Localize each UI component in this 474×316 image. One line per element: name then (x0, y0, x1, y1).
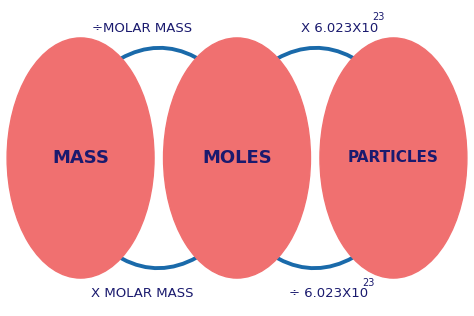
Text: 23: 23 (363, 278, 375, 288)
Text: X 6.023X10: X 6.023X10 (301, 22, 378, 35)
Text: MASS: MASS (52, 149, 109, 167)
FancyArrowPatch shape (85, 226, 235, 268)
Text: MOLES: MOLES (202, 149, 272, 167)
Text: ÷ 6.023X10: ÷ 6.023X10 (289, 287, 368, 301)
Text: PARTICLES: PARTICLES (348, 150, 439, 166)
FancyArrowPatch shape (242, 226, 392, 268)
Ellipse shape (7, 38, 154, 278)
FancyArrowPatch shape (239, 48, 389, 90)
Ellipse shape (164, 38, 310, 278)
Ellipse shape (320, 38, 467, 278)
Text: 23: 23 (372, 12, 384, 22)
Text: ÷MOLAR MASS: ÷MOLAR MASS (92, 22, 192, 35)
Text: X MOLAR MASS: X MOLAR MASS (91, 287, 193, 301)
FancyArrowPatch shape (82, 48, 232, 90)
